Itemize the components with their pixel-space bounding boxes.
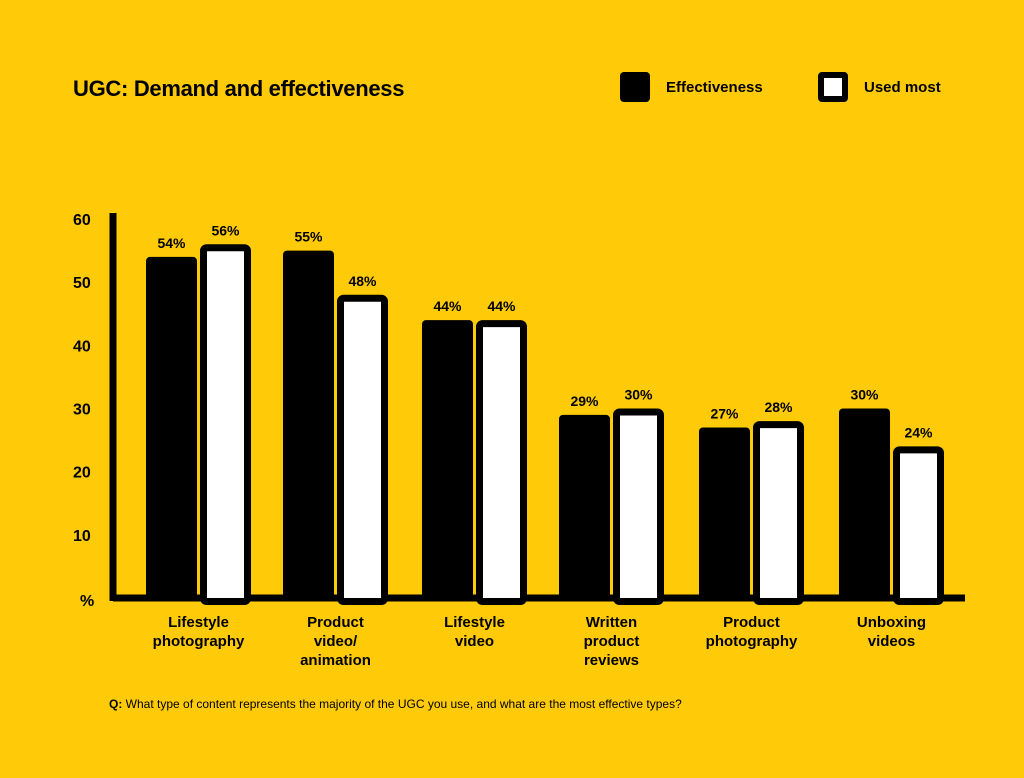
- y-tick-label: 40: [73, 338, 91, 355]
- bar-chart: 60 50 40 30 20 10% 54% 56% Lifestyle photography 5…: [73, 212, 965, 669]
- data-label-used-most: 48%: [348, 273, 377, 289]
- y-tick-label: 10: [73, 528, 91, 545]
- bar-used-most: [753, 421, 804, 605]
- bar-effectiveness: [146, 256, 197, 598]
- data-label-effectiveness: 55%: [294, 229, 323, 245]
- bar-effectiveness: [839, 408, 890, 598]
- y-tick-label: 60: [73, 212, 91, 229]
- x-category-label-line: reviews: [584, 652, 639, 669]
- x-category-label-line: photography: [706, 633, 798, 650]
- bar-used-most: [476, 320, 527, 605]
- x-category-label: Lifestyle video: [444, 614, 505, 650]
- bar-effectiveness: [283, 250, 334, 599]
- x-category-label-line: photography: [153, 633, 245, 650]
- bar-used-most: [200, 244, 251, 605]
- data-label-effectiveness: 27%: [710, 405, 739, 421]
- data-label-used-most: 28%: [764, 399, 793, 415]
- y-axis-unit-label: %: [80, 593, 94, 610]
- x-category-label-line: Product: [723, 614, 780, 631]
- x-category-label-line: Unboxing: [857, 614, 926, 631]
- data-label-used-most: 44%: [487, 298, 516, 314]
- bar-effectiveness: [699, 427, 750, 598]
- data-label-used-most: 30%: [624, 387, 653, 403]
- data-label-used-most: 56%: [211, 222, 240, 238]
- legend-item-effectiveness: Effectiveness: [620, 70, 763, 104]
- x-category-label-line: Lifestyle: [444, 614, 505, 631]
- x-category-label: Written product reviews: [584, 614, 640, 669]
- y-tick-label: 20: [73, 465, 91, 482]
- x-category-label-line: video: [455, 633, 494, 650]
- x-category-label-line: Product: [307, 614, 364, 631]
- x-category-label: Unboxing videos: [857, 614, 926, 650]
- x-category-label-line: animation: [300, 652, 371, 669]
- x-category-label-line: videos: [868, 633, 916, 650]
- data-label-used-most: 24%: [904, 424, 933, 440]
- x-category-label: Lifestyle photography: [153, 614, 245, 650]
- x-category-label-line: product: [584, 633, 640, 650]
- data-label-effectiveness: 29%: [570, 393, 599, 409]
- x-category-label: Product photography: [706, 614, 798, 650]
- x-category-label-line: Lifestyle: [168, 614, 229, 631]
- x-category-label-line: video/: [314, 633, 358, 650]
- legend-label-used-most: Used most: [864, 78, 941, 96]
- data-label-effectiveness: 54%: [157, 235, 186, 251]
- footnote-text: What type of content represents the majo…: [122, 697, 682, 711]
- bar-effectiveness: [559, 414, 610, 598]
- x-category-label: Product video/animation: [300, 614, 371, 669]
- legend-label-effectiveness: Effectiveness: [666, 78, 763, 96]
- bar-effectiveness: [422, 320, 473, 598]
- footnote-prefix: Q:: [109, 697, 123, 711]
- bar-used-most: [893, 446, 944, 605]
- legend-swatch-effectiveness: [620, 72, 650, 102]
- data-label-effectiveness: 30%: [850, 387, 879, 403]
- bar-used-most: [613, 408, 664, 605]
- chart-title: UGC: Demand and effectiveness: [73, 76, 405, 101]
- legend-swatch-used-most: [818, 72, 848, 102]
- legend-item-used-most: Used most: [818, 70, 941, 104]
- question-footnote: Q: What type of content represents the m…: [109, 697, 682, 711]
- y-tick-label: 50: [73, 275, 91, 292]
- bar-used-most: [337, 294, 388, 605]
- y-tick-label: 30: [73, 402, 91, 419]
- x-category-label-line: Written: [586, 614, 637, 631]
- data-label-effectiveness: 44%: [433, 298, 462, 314]
